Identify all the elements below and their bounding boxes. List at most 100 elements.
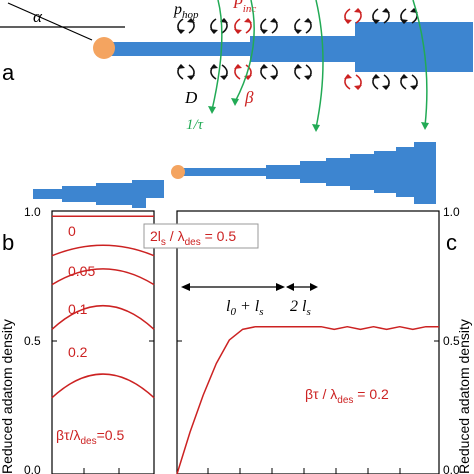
curve-label-01: 0.1 <box>68 301 88 317</box>
curve-label-005: 0.05 <box>68 263 95 279</box>
panel-c-ytick-0: 0.0 <box>443 463 460 474</box>
hop-arrowhead <box>210 64 218 69</box>
density-curve-b <box>51 373 155 399</box>
panel-c-ytick-1: 1.0 <box>443 205 460 219</box>
desorption-arrow <box>412 0 428 127</box>
desorption-arrows <box>208 0 429 132</box>
annotation-box <box>143 223 259 249</box>
hop-arrowhead <box>187 18 195 23</box>
l0-arrowhead-left <box>181 283 190 291</box>
panel-c-curves <box>176 325 439 474</box>
density-curve-c <box>176 325 439 474</box>
curve-label-02: 0.2 <box>68 344 88 360</box>
l0-ls-label: l0 + ls <box>226 298 263 318</box>
hop-arrowhead <box>344 19 352 24</box>
hop-arrowhead <box>177 64 185 69</box>
left-stub-nanowire <box>33 180 164 208</box>
density-curve-b <box>51 268 155 286</box>
desorption-arrow <box>234 0 255 103</box>
hop-arrowhead <box>354 85 362 90</box>
hop-arrowhead <box>372 74 380 79</box>
mid-wire-segment <box>414 142 436 204</box>
hop-arrowhead <box>294 29 302 34</box>
hop-arrowhead <box>234 64 242 69</box>
stub-wire-segment <box>146 180 164 198</box>
mid-wire-segment <box>300 161 326 183</box>
two-ls-label: 2 ls <box>290 298 311 318</box>
hop-arrowhead <box>382 8 390 13</box>
tau-label: 1/τ <box>186 117 204 133</box>
arrow-pairs <box>177 8 418 90</box>
mid-wire-segment <box>374 151 396 193</box>
middle-nanowire <box>178 142 436 204</box>
incident-ray <box>7 2 93 41</box>
middle-droplet <box>171 165 185 179</box>
hop-arrowhead <box>234 29 242 34</box>
top-nanowire <box>104 22 473 72</box>
top-wire-segment <box>355 22 473 72</box>
panel-b-ylabel: Reduced adatom density <box>0 319 15 474</box>
hop-arrowhead <box>270 18 278 23</box>
desorption-arrow <box>315 0 324 129</box>
hop-arrowhead <box>260 64 268 69</box>
hop-arrowhead <box>244 18 252 23</box>
panel-c-xticks <box>207 468 401 474</box>
hop-arrowhead <box>344 74 352 79</box>
desorption-arrow <box>211 0 223 111</box>
hop-arrowhead <box>260 29 268 34</box>
p-hop-label: phop <box>173 1 199 21</box>
panel-a-label: a <box>2 60 15 85</box>
panel-a: α a phop Pinc D β 1/τ <box>0 0 473 208</box>
panel-c-legend: βτ / λdes = 0.2 <box>305 386 389 406</box>
hop-arrowhead <box>382 85 390 90</box>
panel-c-frame <box>176 210 440 474</box>
desorption-arrowhead <box>231 98 239 106</box>
two-ls-arrowhead-left <box>286 283 294 291</box>
hop-arrowhead <box>210 29 218 34</box>
mid-wire-segment <box>350 154 374 190</box>
panel-c-ytick-05: 0.5 <box>443 334 460 348</box>
stub-wire-segment <box>62 186 96 202</box>
hop-arrowhead <box>294 64 302 69</box>
mid-wire-segment <box>396 147 414 197</box>
hop-arrowhead <box>372 19 380 24</box>
hop-arrowhead <box>304 18 312 23</box>
stub-wire-segment <box>96 183 132 205</box>
dimension-arrows <box>181 283 318 291</box>
hop-arrowhead <box>400 19 408 24</box>
hop-arrowhead <box>177 29 185 34</box>
d-label: D <box>184 88 198 107</box>
l0-arrowhead-right <box>276 283 285 291</box>
panel-c-ylabel: Reduced adatom density <box>456 319 472 474</box>
density-curve-b <box>51 304 155 330</box>
hop-arrowhead <box>410 85 418 90</box>
panel-c: 1.0 0.5 0.0 c Reduced adatom density 2ls… <box>143 205 472 474</box>
panel-c-label: c <box>446 230 457 255</box>
hop-arrowhead <box>187 75 195 80</box>
panel-b-ytick-0: 0.0 <box>24 463 41 474</box>
desorption-arrowhead <box>312 124 320 132</box>
mid-wire-segment <box>326 158 350 186</box>
curve-label-0: 0 <box>68 223 76 239</box>
angle-label: α <box>33 7 43 26</box>
panel-b-legend: βτ/λdes=0.5 <box>56 427 124 447</box>
panel-b-frame <box>51 210 155 474</box>
panel-b-label: b <box>2 230 14 255</box>
panel-b: 1.0 0.5 0.0 b Reduced adatom density 0 0… <box>0 205 155 474</box>
panel-b-curves <box>51 215 155 399</box>
hop-arrowhead <box>400 74 408 79</box>
top-droplet <box>93 37 115 59</box>
hop-arrowhead <box>270 75 278 80</box>
mid-wire-segment <box>266 165 300 179</box>
panel-b-ytick-05: 0.5 <box>24 334 41 348</box>
hop-arrowhead <box>304 75 312 80</box>
hop-arrowhead <box>354 8 362 13</box>
stub-wire-segment <box>132 180 146 208</box>
desorption-arrowhead <box>421 122 429 130</box>
panel-b-ytick-1: 1.0 <box>24 205 41 219</box>
mid-wire-segment <box>178 168 266 176</box>
top-wire-segment <box>104 42 250 56</box>
hop-arrowhead <box>220 75 228 80</box>
stub-wire-segment <box>33 189 62 199</box>
